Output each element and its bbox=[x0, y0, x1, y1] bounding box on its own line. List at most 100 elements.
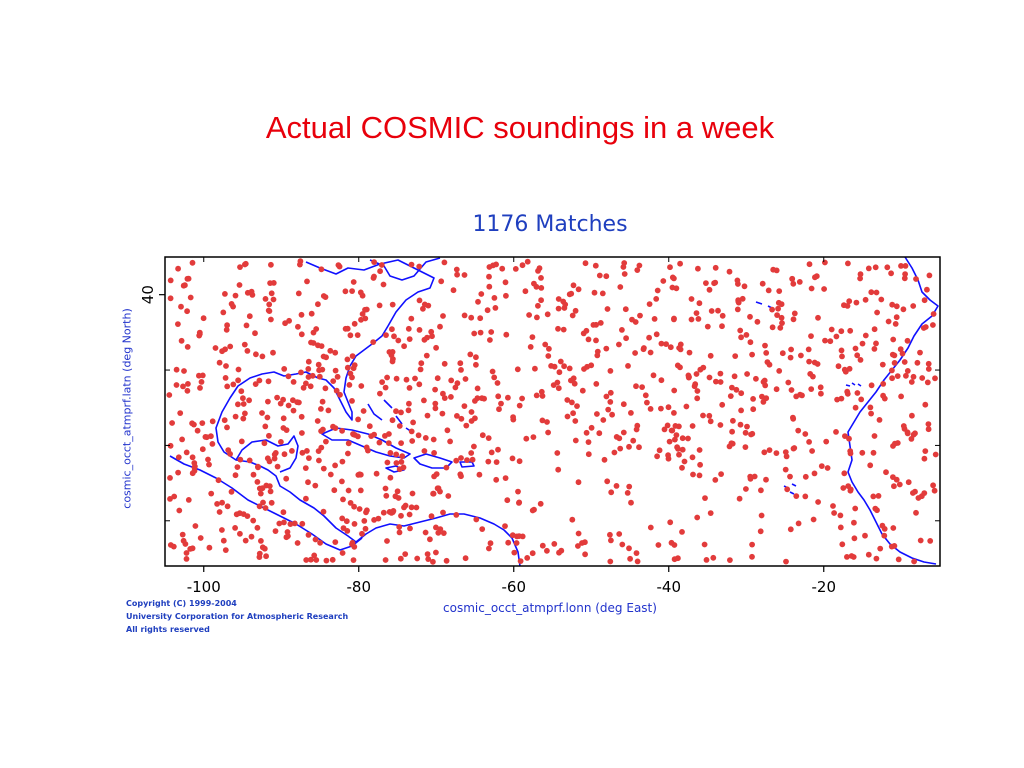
sounding-point bbox=[524, 555, 531, 561]
x-tick-label: -80 bbox=[347, 578, 372, 596]
sounding-point bbox=[628, 499, 634, 506]
sounding-point bbox=[469, 456, 476, 463]
sounding-point bbox=[902, 263, 909, 269]
sounding-point bbox=[433, 524, 439, 531]
sounding-point bbox=[445, 493, 452, 499]
sounding-point bbox=[192, 523, 199, 529]
sounding-point bbox=[842, 368, 849, 375]
sounding-point bbox=[535, 268, 541, 274]
sounding-point bbox=[862, 532, 868, 539]
sounding-point bbox=[489, 368, 496, 375]
sounding-point bbox=[790, 415, 797, 422]
sounding-point bbox=[532, 365, 538, 372]
sounding-point bbox=[787, 526, 794, 533]
sounding-point bbox=[717, 370, 724, 377]
sounding-point bbox=[807, 371, 814, 377]
sounding-point bbox=[921, 490, 928, 496]
sounding-point bbox=[290, 407, 297, 414]
sounding-point bbox=[287, 521, 294, 527]
sounding-point bbox=[327, 347, 334, 354]
sounding-point bbox=[706, 412, 713, 419]
sounding-point bbox=[502, 279, 509, 286]
plot-frame bbox=[164, 256, 941, 567]
sounding-point bbox=[221, 417, 228, 424]
sounding-point bbox=[167, 277, 174, 284]
sounding-point bbox=[560, 326, 567, 333]
sounding-point bbox=[893, 303, 900, 310]
sounding-point bbox=[527, 344, 534, 350]
sounding-point bbox=[654, 453, 660, 460]
sounding-point bbox=[339, 478, 345, 485]
sounding-point bbox=[339, 427, 345, 434]
sounding-point bbox=[922, 324, 929, 330]
sounding-point bbox=[753, 375, 759, 382]
sounding-point bbox=[671, 410, 677, 416]
sounding-point bbox=[439, 410, 446, 417]
sounding-point bbox=[285, 402, 292, 409]
sounding-point bbox=[339, 515, 346, 522]
sounding-point bbox=[420, 305, 426, 312]
sounding-point bbox=[930, 482, 936, 489]
sounding-point bbox=[183, 550, 190, 556]
sounding-point bbox=[432, 400, 439, 407]
sounding-point bbox=[925, 426, 932, 433]
sounding-point bbox=[180, 537, 187, 544]
sounding-point bbox=[702, 495, 708, 501]
sounding-point bbox=[818, 390, 824, 397]
sounding-point bbox=[349, 398, 355, 404]
sounding-point bbox=[851, 519, 857, 526]
sounding-point bbox=[831, 510, 837, 516]
sounding-point bbox=[357, 487, 364, 494]
sounding-point bbox=[679, 435, 686, 442]
sounding-point bbox=[366, 423, 373, 430]
sounding-point bbox=[429, 333, 435, 340]
sounding-point bbox=[171, 493, 178, 500]
sounding-point bbox=[219, 499, 226, 506]
sounding-point bbox=[857, 275, 863, 282]
sounding-point bbox=[917, 537, 924, 544]
sounding-point bbox=[258, 538, 264, 544]
sounding-point bbox=[424, 551, 431, 557]
sounding-point bbox=[181, 368, 187, 374]
sounding-point bbox=[396, 529, 403, 536]
sounding-point bbox=[322, 385, 329, 392]
sounding-point bbox=[310, 329, 317, 336]
sounding-point bbox=[453, 457, 460, 464]
sounding-point bbox=[240, 395, 246, 402]
sounding-point bbox=[845, 260, 851, 267]
sounding-point bbox=[627, 555, 633, 562]
sounding-point bbox=[382, 557, 389, 563]
sounding-point bbox=[871, 346, 878, 352]
sounding-point bbox=[428, 328, 435, 335]
sounding-point bbox=[769, 324, 776, 331]
sounding-point bbox=[673, 432, 680, 438]
sounding-point bbox=[893, 476, 900, 483]
sounding-point bbox=[538, 275, 544, 281]
sounding-point bbox=[509, 455, 516, 462]
sounding-point bbox=[384, 374, 390, 381]
sounding-point bbox=[719, 312, 726, 319]
sounding-point bbox=[248, 533, 255, 540]
sounding-point bbox=[776, 368, 783, 374]
sounding-point bbox=[315, 301, 321, 308]
sounding-point bbox=[744, 371, 750, 377]
sounding-point bbox=[356, 506, 363, 512]
sounding-point bbox=[274, 394, 280, 401]
sounding-point bbox=[761, 377, 768, 384]
sounding-point bbox=[544, 311, 551, 318]
sounding-point bbox=[898, 393, 904, 400]
sounding-point bbox=[611, 449, 618, 456]
sounding-point bbox=[564, 413, 571, 420]
sounding-point bbox=[479, 432, 486, 439]
sounding-point bbox=[613, 483, 620, 489]
sounding-point bbox=[405, 325, 412, 332]
sounding-point bbox=[223, 363, 229, 369]
sounding-point bbox=[519, 395, 525, 402]
sounding-point bbox=[750, 396, 756, 402]
sounding-point bbox=[291, 520, 298, 527]
sounding-point bbox=[350, 557, 357, 563]
sounding-point bbox=[259, 485, 266, 492]
sounding-point bbox=[339, 550, 346, 556]
sounding-point bbox=[398, 409, 404, 416]
sounding-point bbox=[572, 307, 579, 314]
